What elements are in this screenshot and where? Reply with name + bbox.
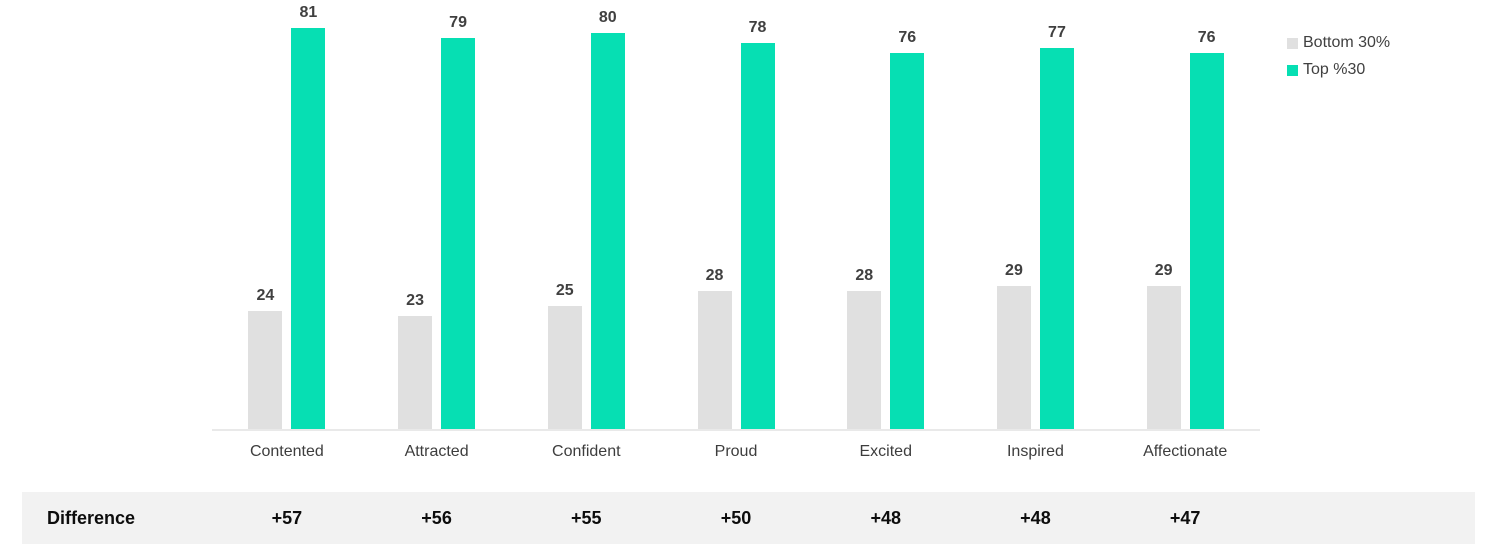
bar-bottom30-inspired: [996, 286, 1031, 430]
bar-top30-attracted: [441, 38, 476, 430]
bar-column: 78: [740, 19, 775, 430]
bar-column: 77: [1039, 24, 1074, 430]
difference-value-affectionate: +47: [1169, 507, 1201, 528]
bar-top30-affectionate: [1189, 53, 1224, 430]
category-group-excited: 28 76: [811, 0, 961, 430]
bar-value-label: 28: [705, 267, 724, 284]
bar-value-label: 81: [299, 4, 318, 21]
bar-bottom30-excited: [847, 291, 882, 430]
bar-value-label: 79: [449, 14, 467, 31]
difference-value-confident: +55: [571, 507, 602, 528]
category-group-contented: 24 81: [212, 0, 362, 430]
bar-bottom30-contented: [248, 311, 283, 430]
bar-column: 76: [890, 29, 925, 430]
difference-values: +57 +56 +55 +50 +48 +48 +47: [212, 492, 1260, 544]
category-group-inspired: 29 77: [961, 0, 1111, 430]
bar-bottom30-proud: [697, 291, 732, 430]
difference-value-contented: +57: [271, 507, 303, 528]
x-axis-label-contented: Contented: [249, 443, 324, 460]
x-axis-label-confident: Confident: [552, 443, 621, 460]
difference-value-proud: +50: [720, 507, 752, 528]
bar-value-label: 24: [256, 287, 275, 304]
plot-area: 24 81 23 79 25 80 28 78 28 76 29 77 29 76: [212, 0, 1260, 430]
x-axis-label-proud: Proud: [714, 443, 758, 460]
bar-bottom30-attracted: [398, 316, 433, 430]
legend-swatch-bottom-30-icon: [1287, 37, 1298, 49]
bar-column: 76: [1189, 29, 1224, 430]
bar-column: 24: [248, 287, 283, 430]
bar-value-label: 29: [1154, 262, 1173, 279]
x-axis-label-affectionate: Affectionate: [1143, 443, 1228, 460]
difference-value-excited: +48: [870, 507, 901, 528]
difference-row: Difference +57 +56 +55 +50 +48 +48 +47: [22, 492, 1475, 544]
bar-value-label: 25: [555, 282, 574, 299]
legend-item-top-30: Top %30: [1287, 61, 1390, 79]
bar-top30-proud: [740, 43, 775, 430]
legend-item-bottom-30: Bottom 30%: [1287, 34, 1390, 52]
bar-column: 29: [996, 262, 1031, 430]
bar-column: 29: [1146, 262, 1181, 430]
bar-top30-confident: [590, 33, 625, 430]
category-group-attracted: 23 79: [362, 0, 512, 430]
category-group-proud: 28 78: [661, 0, 811, 430]
bar-column: 28: [697, 267, 732, 430]
legend-label-top-30: Top %30: [1303, 61, 1366, 78]
category-group-affectionate: 29 76: [1110, 0, 1260, 430]
bar-top30-excited: [890, 53, 925, 430]
legend-label-bottom-30: Bottom 30%: [1303, 34, 1391, 51]
x-axis-label-attracted: Attracted: [404, 443, 469, 460]
category-group-confident: 25 80: [511, 0, 661, 430]
x-axis-label-inspired: Inspired: [1006, 443, 1064, 460]
bar-value-label: 77: [1048, 24, 1066, 41]
bar-top30-inspired: [1039, 48, 1074, 430]
bar-value-label: 29: [1005, 262, 1023, 279]
bar-bottom30-affectionate: [1146, 286, 1181, 430]
bar-bottom30-confident: [547, 306, 582, 430]
bar-top30-contented: [291, 28, 326, 430]
bar-value-label: 23: [406, 292, 424, 309]
bar-value-label: 80: [598, 9, 617, 26]
x-axis-label-excited: Excited: [859, 443, 912, 460]
bar-value-label: 78: [748, 19, 767, 36]
difference-value-attracted: +56: [421, 507, 452, 528]
bar-value-label: 28: [855, 267, 874, 284]
difference-value-inspired: +48: [1020, 507, 1051, 528]
bar-value-label: 76: [898, 29, 917, 46]
bar-value-label: 76: [1197, 29, 1216, 46]
bar-column: 23: [398, 292, 433, 430]
legend: Bottom 30% Top %30: [1287, 34, 1390, 79]
difference-row-label: Difference: [47, 507, 136, 528]
bar-column: 25: [547, 282, 582, 430]
bar-column: 28: [847, 267, 882, 430]
bar-column: 79: [441, 14, 476, 430]
x-axis-line: [212, 429, 1260, 431]
bar-column: 81: [291, 4, 326, 430]
x-axis-labels: Contented Attracted Confident Proud Excited I…: [212, 443, 1260, 461]
bar-column: 80: [590, 9, 625, 430]
legend-swatch-top-30-icon: [1287, 64, 1298, 76]
